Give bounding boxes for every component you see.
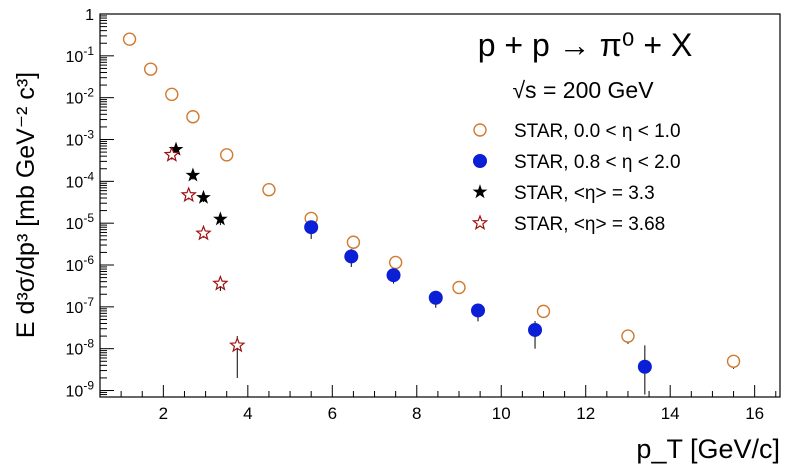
chart-subtitle: √s = 200 GeV — [512, 77, 654, 103]
axis-ticks — [99, 13, 777, 398]
data-point-series-4 — [163, 146, 181, 162]
x-tick-label: 16 — [745, 404, 764, 423]
y-tick-label: 10-3 — [66, 128, 95, 150]
y-tick-label: 10-9 — [66, 379, 95, 401]
y-axis-label: E d³σ/dp³ [mb GeV⁻² c³] — [12, 72, 40, 338]
legend-marker-2 — [473, 154, 487, 168]
data-point-series-4 — [180, 186, 197, 203]
data-point-series-1 — [452, 280, 466, 295]
data-point-series-1 — [186, 110, 200, 124]
data-point-series-2 — [471, 303, 486, 318]
x-tick-label: 12 — [576, 404, 595, 423]
legend: STAR, 0.0 < η < 1.0 STAR, 0.8 < η < 2.0 ST… — [471, 121, 681, 235]
x-tick-label: 2 — [159, 404, 168, 423]
y-tick-label: 10-1 — [66, 44, 95, 66]
data-point-series-1 — [262, 183, 276, 197]
data-point-series-3 — [196, 189, 211, 204]
y-tick-label: 10-7 — [66, 295, 95, 317]
legend-label-1: STAR, 0.0 < η < 1.0 — [514, 121, 681, 142]
y-tick-label: 10-5 — [66, 211, 95, 233]
data-point-series-1 — [621, 329, 635, 343]
plot-frame — [99, 13, 781, 398]
y-tick-label: 10-8 — [66, 337, 95, 359]
data-point-series-1 — [122, 32, 137, 46]
data-point-series-3 — [185, 167, 201, 182]
y-tick-label: 10-6 — [66, 253, 95, 275]
data-point-series-4 — [212, 274, 229, 291]
data-point-series-1 — [346, 235, 361, 249]
data-point-series-1 — [536, 304, 551, 319]
data-markers — [122, 32, 741, 374]
y-tick-label: 10-2 — [66, 86, 95, 108]
legend-marker-4 — [471, 214, 489, 231]
legend-marker-3 — [472, 184, 488, 199]
y-tick-label: 1 — [85, 7, 94, 24]
legend-label-2: STAR, 0.8 < η < 2.0 — [514, 152, 681, 173]
y-tick-labels: 1 10-1 10-2 10-3 10-4 10-5 10-6 10-7 10-8 10-9 — [66, 7, 95, 401]
data-point-series-2 — [386, 268, 401, 283]
chart-title: p + p → π⁰ + X — [478, 27, 693, 63]
data-point-series-3 — [213, 211, 228, 226]
data-point-series-2 — [304, 220, 319, 235]
data-point-series-4 — [195, 224, 212, 241]
x-tick-label: 6 — [328, 404, 337, 423]
data-point-series-2 — [428, 290, 443, 305]
x-tick-labels: 2 4 6 8 10 12 14 16 — [159, 404, 764, 423]
x-tick-label: 4 — [243, 404, 252, 423]
data-point-series-1 — [726, 354, 741, 368]
x-tick-label: 10 — [492, 404, 511, 423]
data-point-series-4 — [229, 336, 246, 353]
data-point-series-2 — [637, 359, 652, 374]
data-point-series-2 — [528, 322, 543, 337]
data-point-series-1 — [220, 148, 234, 162]
x-tick-label: 8 — [412, 404, 421, 423]
data-point-series-2 — [344, 249, 359, 264]
x-axis-label: p_T [GeV/c] — [636, 434, 780, 464]
data-point-series-1 — [388, 255, 403, 270]
y-tick-label: 10-4 — [66, 169, 95, 191]
legend-label-3: STAR, <η> = 3.3 — [514, 183, 655, 204]
legend-label-4: STAR, <η> = 3.68 — [514, 214, 665, 235]
x-tick-label: 14 — [661, 404, 680, 423]
legend-marker-1 — [473, 123, 487, 137]
data-point-series-1 — [143, 62, 158, 76]
data-point-series-1 — [165, 87, 179, 102]
